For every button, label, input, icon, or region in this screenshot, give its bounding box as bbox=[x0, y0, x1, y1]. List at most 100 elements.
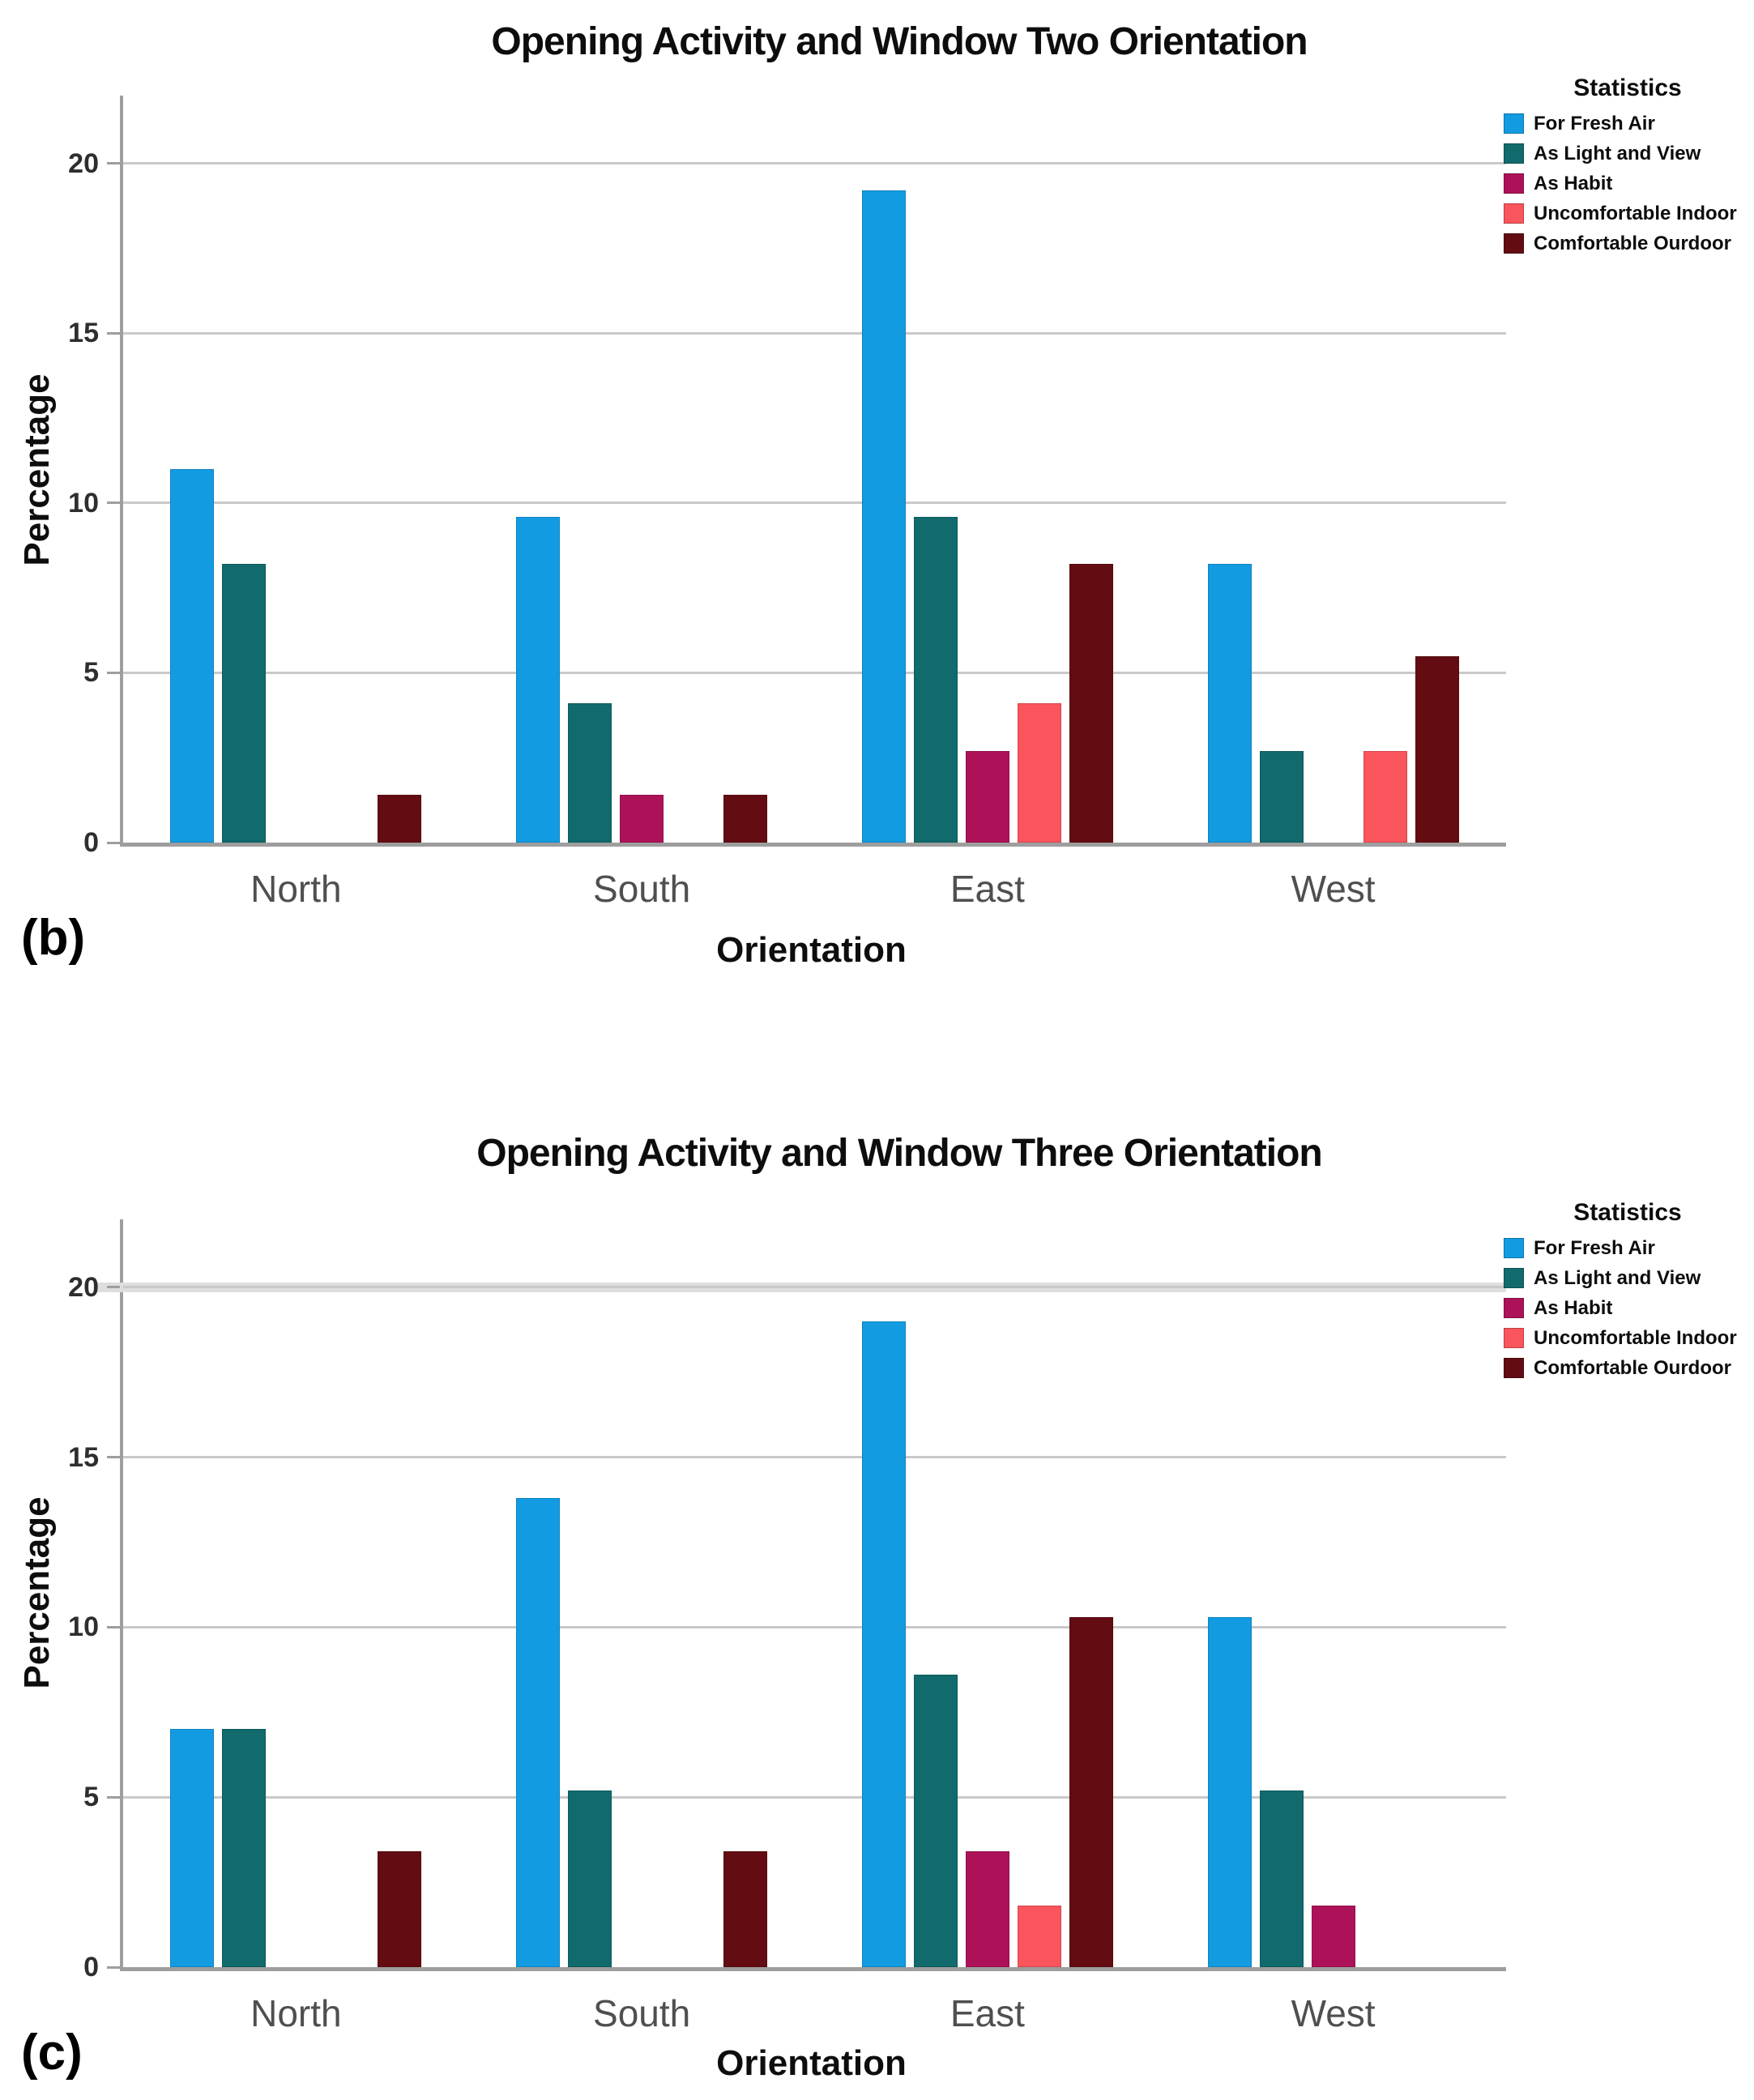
legend-swatch-icon bbox=[1504, 1298, 1524, 1318]
y-tick-mark bbox=[107, 502, 120, 505]
panel-label-c: (c) bbox=[21, 2025, 83, 2081]
gridline bbox=[123, 1795, 1506, 1799]
x-category-label-north: North bbox=[250, 868, 342, 910]
bar-for-fresh-air-west bbox=[1207, 1616, 1252, 1967]
bar-as-habit-south bbox=[620, 795, 664, 843]
bar-as-light-and-view-north bbox=[222, 564, 267, 843]
chart-window-two-orientation: Opening Activity and Window Two Orientat… bbox=[17, 20, 1752, 970]
legend-item: As Habit bbox=[1504, 169, 1752, 198]
x-category-label-east: East bbox=[950, 868, 1025, 910]
x-category-label-south: South bbox=[593, 1992, 691, 2034]
legend-item-label: As Light and View bbox=[1534, 142, 1701, 164]
legend: Statistics For Fresh Air As Light and Vie… bbox=[1504, 75, 1752, 258]
legend-item: For Fresh Air bbox=[1504, 1233, 1752, 1263]
legend: Statistics For Fresh Air As Light and Vie… bbox=[1504, 1199, 1752, 1383]
y-tick-mark bbox=[107, 162, 120, 165]
bar-for-fresh-air-north bbox=[170, 469, 215, 843]
legend-items: For Fresh Air As Light and View As Habit Un… bbox=[1504, 1233, 1752, 1383]
y-axis-label: Percentage bbox=[17, 1496, 57, 1689]
bar-comfortable-ourdoor-south bbox=[723, 795, 768, 843]
bar-as-habit-west bbox=[1311, 1906, 1355, 1967]
y-tick-label: 20 bbox=[68, 1271, 99, 1303]
y-tick-label: 0 bbox=[83, 827, 99, 858]
x-category-label-north: North bbox=[250, 1992, 342, 2034]
y-tick-label: 15 bbox=[68, 1441, 99, 1473]
legend-item-label: Comfortable Ourdoor bbox=[1534, 1356, 1731, 1379]
y-tick-label: 0 bbox=[83, 1952, 99, 1983]
legend-item: For Fresh Air bbox=[1504, 109, 1752, 139]
legend-item: As Habit bbox=[1504, 1293, 1752, 1323]
x-category-label-east: East bbox=[950, 1992, 1025, 2034]
bar-for-fresh-air-west bbox=[1207, 564, 1252, 843]
legend-item: As Light and View bbox=[1504, 139, 1752, 169]
bar-uncomfortable-indoor-west bbox=[1363, 750, 1407, 843]
bar-as-light-and-view-east bbox=[913, 516, 958, 843]
legend-item-label: Uncomfortable Indoor bbox=[1534, 1326, 1737, 1349]
gridline bbox=[123, 331, 1506, 335]
legend-swatch-icon bbox=[1504, 233, 1524, 254]
legend-items: For Fresh Air As Light and View As Habit Un… bbox=[1504, 109, 1752, 258]
gridline bbox=[123, 671, 1506, 674]
x-axis-label: Orientation bbox=[716, 930, 907, 970]
bar-as-habit-east bbox=[965, 750, 1009, 843]
legend-item: Uncomfortable Indoor bbox=[1504, 198, 1752, 228]
gridline bbox=[123, 1456, 1506, 1459]
gridline bbox=[123, 162, 1506, 165]
legend-swatch-icon bbox=[1504, 1268, 1524, 1288]
bar-as-light-and-view-south bbox=[568, 703, 612, 843]
gridline bbox=[123, 1286, 1506, 1289]
legend-item-label: For Fresh Air bbox=[1534, 1236, 1655, 1259]
legend-item-label: As Habit bbox=[1534, 172, 1613, 194]
bar-for-fresh-air-south bbox=[516, 516, 561, 843]
legend-swatch-icon bbox=[1504, 1238, 1524, 1258]
y-tick-mark bbox=[107, 1456, 120, 1459]
bar-for-fresh-air-north bbox=[170, 1729, 215, 1967]
bar-as-light-and-view-west bbox=[1259, 750, 1304, 843]
legend-swatch-icon bbox=[1504, 203, 1524, 224]
y-tick-label: 5 bbox=[83, 657, 99, 689]
y-tick-label: 10 bbox=[68, 487, 99, 519]
chart-title: Opening Activity and Window Three Orient… bbox=[476, 1132, 1323, 1175]
y-tick-mark bbox=[107, 1795, 120, 1799]
bar-as-habit-east bbox=[965, 1851, 1009, 1967]
bar-as-light-and-view-north bbox=[222, 1729, 267, 1967]
bar-for-fresh-air-east bbox=[861, 1321, 906, 1967]
legend-title: Statistics bbox=[1573, 75, 1682, 101]
legend-swatch-icon bbox=[1504, 173, 1524, 194]
legend-item-label: As Habit bbox=[1534, 1296, 1613, 1319]
legend-item-label: For Fresh Air bbox=[1534, 112, 1655, 134]
plot-area: 0 5 10 15 20 North South East West bbox=[68, 1219, 1506, 2034]
bar-uncomfortable-indoor-east bbox=[1017, 1906, 1061, 1967]
legend-swatch-icon bbox=[1504, 113, 1524, 134]
y-tick-mark bbox=[107, 331, 120, 335]
y-tick-mark bbox=[107, 1966, 120, 1969]
bar-uncomfortable-indoor-east bbox=[1017, 703, 1061, 843]
y-tick-label: 10 bbox=[68, 1611, 99, 1643]
chart-window-three-orientation: Opening Activity and Window Three Orient… bbox=[0, 1053, 1754, 2100]
legend-swatch-icon bbox=[1504, 143, 1524, 164]
y-axis-label: Percentage bbox=[17, 373, 57, 566]
plot-area: 0 5 10 15 20 North South East West bbox=[68, 96, 1506, 910]
legend-item: Comfortable Ourdoor bbox=[1504, 1353, 1752, 1383]
bar-comfortable-ourdoor-west bbox=[1415, 655, 1459, 843]
bar-comfortable-ourdoor-north bbox=[378, 1851, 422, 1967]
bar-comfortable-ourdoor-east bbox=[1069, 564, 1113, 843]
y-tick-label: 20 bbox=[68, 147, 99, 179]
bar-comfortable-ourdoor-south bbox=[723, 1851, 768, 1967]
bar-comfortable-ourdoor-east bbox=[1069, 1616, 1113, 1967]
y-tick-mark bbox=[107, 671, 120, 674]
bar-as-light-and-view-south bbox=[568, 1790, 612, 1967]
gridline bbox=[123, 502, 1506, 505]
chart-title: Opening Activity and Window Two Orientat… bbox=[491, 20, 1308, 63]
panel-label-b: (b) bbox=[21, 910, 86, 966]
legend-item: Comfortable Ourdoor bbox=[1504, 228, 1752, 258]
legend-item: Uncomfortable Indoor bbox=[1504, 1323, 1752, 1353]
gridline bbox=[123, 1625, 1506, 1628]
legend-item-label: Comfortable Ourdoor bbox=[1534, 232, 1731, 254]
x-category-label-west: West bbox=[1291, 868, 1376, 910]
legend-swatch-icon bbox=[1504, 1328, 1524, 1348]
legend-item-label: Uncomfortable Indoor bbox=[1534, 202, 1737, 224]
legend-item-label: As Light and View bbox=[1534, 1266, 1701, 1289]
x-axis-label: Orientation bbox=[716, 2043, 907, 2083]
